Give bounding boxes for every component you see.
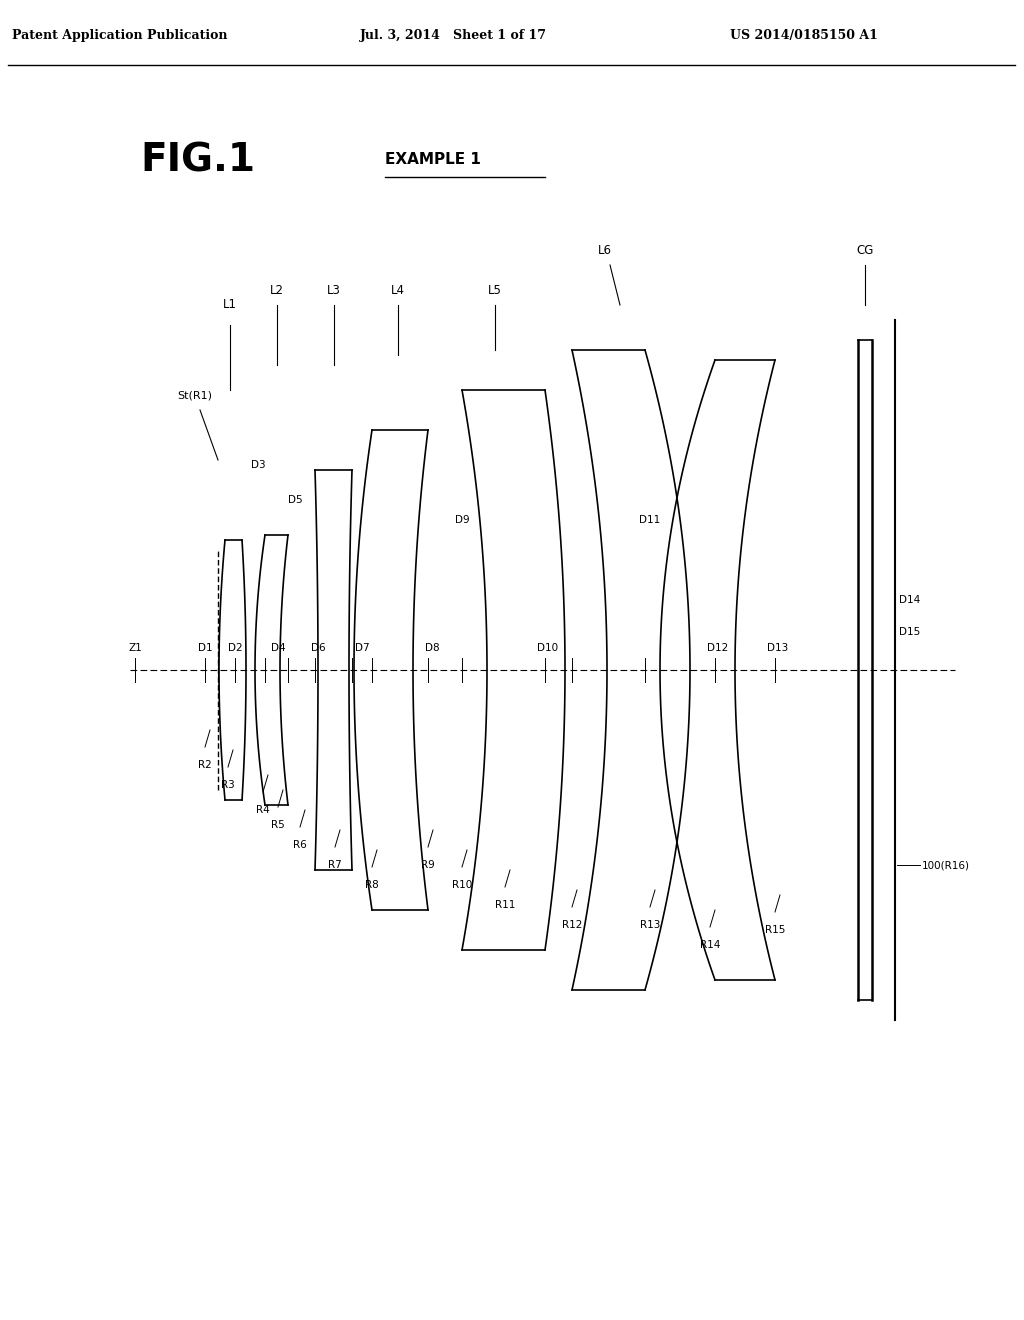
Text: R3: R3 — [221, 780, 234, 789]
Text: R14: R14 — [699, 940, 720, 950]
Text: D1: D1 — [198, 643, 212, 653]
Text: St(R1): St(R1) — [177, 389, 213, 400]
Text: R6: R6 — [293, 840, 307, 850]
Text: R15: R15 — [765, 925, 785, 935]
Text: D6: D6 — [310, 643, 326, 653]
Text: D14: D14 — [899, 595, 921, 605]
Text: CG: CG — [856, 243, 873, 256]
Text: L3: L3 — [327, 284, 341, 297]
Text: L5: L5 — [488, 284, 502, 297]
Text: D4: D4 — [270, 643, 286, 653]
Text: R5: R5 — [271, 820, 285, 830]
Text: Z1: Z1 — [128, 643, 142, 653]
Text: R2: R2 — [198, 760, 212, 770]
Text: Patent Application Publication: Patent Application Publication — [12, 29, 227, 41]
Text: D9: D9 — [455, 515, 469, 525]
Text: FIG.1: FIG.1 — [140, 141, 255, 180]
Text: L2: L2 — [270, 284, 284, 297]
Text: EXAMPLE 1: EXAMPLE 1 — [385, 153, 481, 168]
Text: D12: D12 — [708, 643, 729, 653]
Text: L6: L6 — [598, 243, 612, 256]
Text: D3: D3 — [251, 459, 265, 470]
Text: D8: D8 — [425, 643, 439, 653]
Text: R10: R10 — [452, 880, 472, 890]
Text: US 2014/0185150 A1: US 2014/0185150 A1 — [730, 29, 878, 41]
Text: R12: R12 — [562, 920, 583, 931]
Text: D5: D5 — [288, 495, 302, 506]
Text: R11: R11 — [495, 900, 515, 909]
Text: Jul. 3, 2014   Sheet 1 of 17: Jul. 3, 2014 Sheet 1 of 17 — [360, 29, 547, 41]
Text: D7: D7 — [354, 643, 370, 653]
Text: D10: D10 — [538, 643, 558, 653]
Text: R9: R9 — [421, 861, 435, 870]
Text: 100(R16): 100(R16) — [922, 861, 970, 870]
Text: L1: L1 — [223, 298, 237, 312]
Text: R7: R7 — [328, 861, 342, 870]
Text: L4: L4 — [391, 284, 406, 297]
Text: R13: R13 — [640, 920, 660, 931]
Text: D15: D15 — [899, 627, 921, 638]
Text: D13: D13 — [767, 643, 788, 653]
Text: R4: R4 — [256, 805, 270, 814]
Text: D11: D11 — [639, 515, 660, 525]
Text: D2: D2 — [227, 643, 243, 653]
Text: R8: R8 — [366, 880, 379, 890]
